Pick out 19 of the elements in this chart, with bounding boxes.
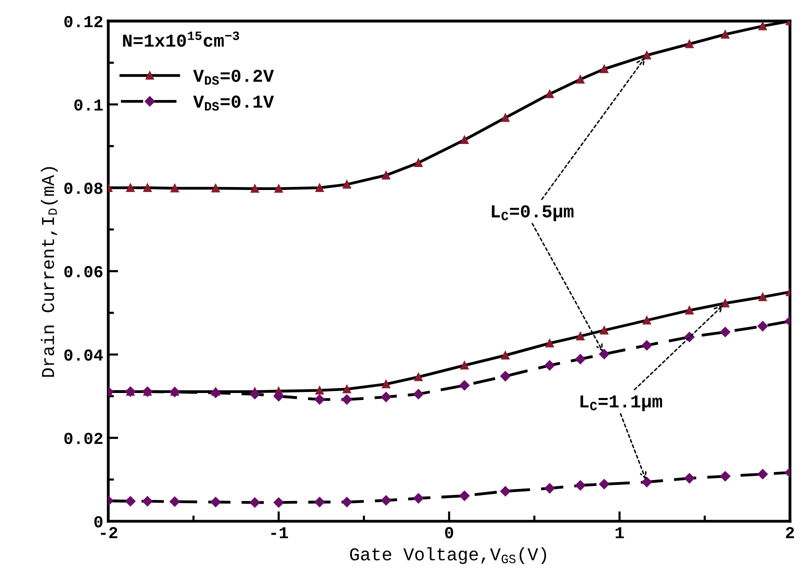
annotation: L$_{C}$=0.5μm (492, 205, 574, 222)
y-tick-label: 0.1 (74, 99, 103, 111)
legend-label: V$_{DS}$=0.2V (193, 70, 274, 85)
y-tick-label: 0.12 (64, 16, 102, 28)
annotation: L$_{C}$=1.1μm (580, 395, 662, 412)
annotation: N=1x10$^{15}$cm$^{−3}$ (123, 31, 240, 47)
y-tick-label: 0.06 (64, 266, 102, 278)
x-tick-label: 0 (445, 527, 454, 538)
x-tick-label: -1 (271, 527, 288, 538)
x-axis-title: Gate Voltage,V$_{GS}$(V) (350, 547, 546, 564)
y-tick-label: 0.08 (64, 182, 103, 194)
y-axis-title: Drain Current,I$_{D}$(mA) (40, 167, 58, 377)
y-tick-label: 0 (94, 516, 102, 528)
legend-label: V$_{DS}$=0.1V (193, 96, 274, 111)
y-tick-label: 0.02 (64, 432, 102, 444)
x-tick-label: 2 (786, 527, 794, 538)
y-tick-label: 0.04 (64, 349, 103, 361)
x-tick-label: 1 (616, 527, 624, 538)
x-tick-label: -2 (100, 527, 118, 538)
